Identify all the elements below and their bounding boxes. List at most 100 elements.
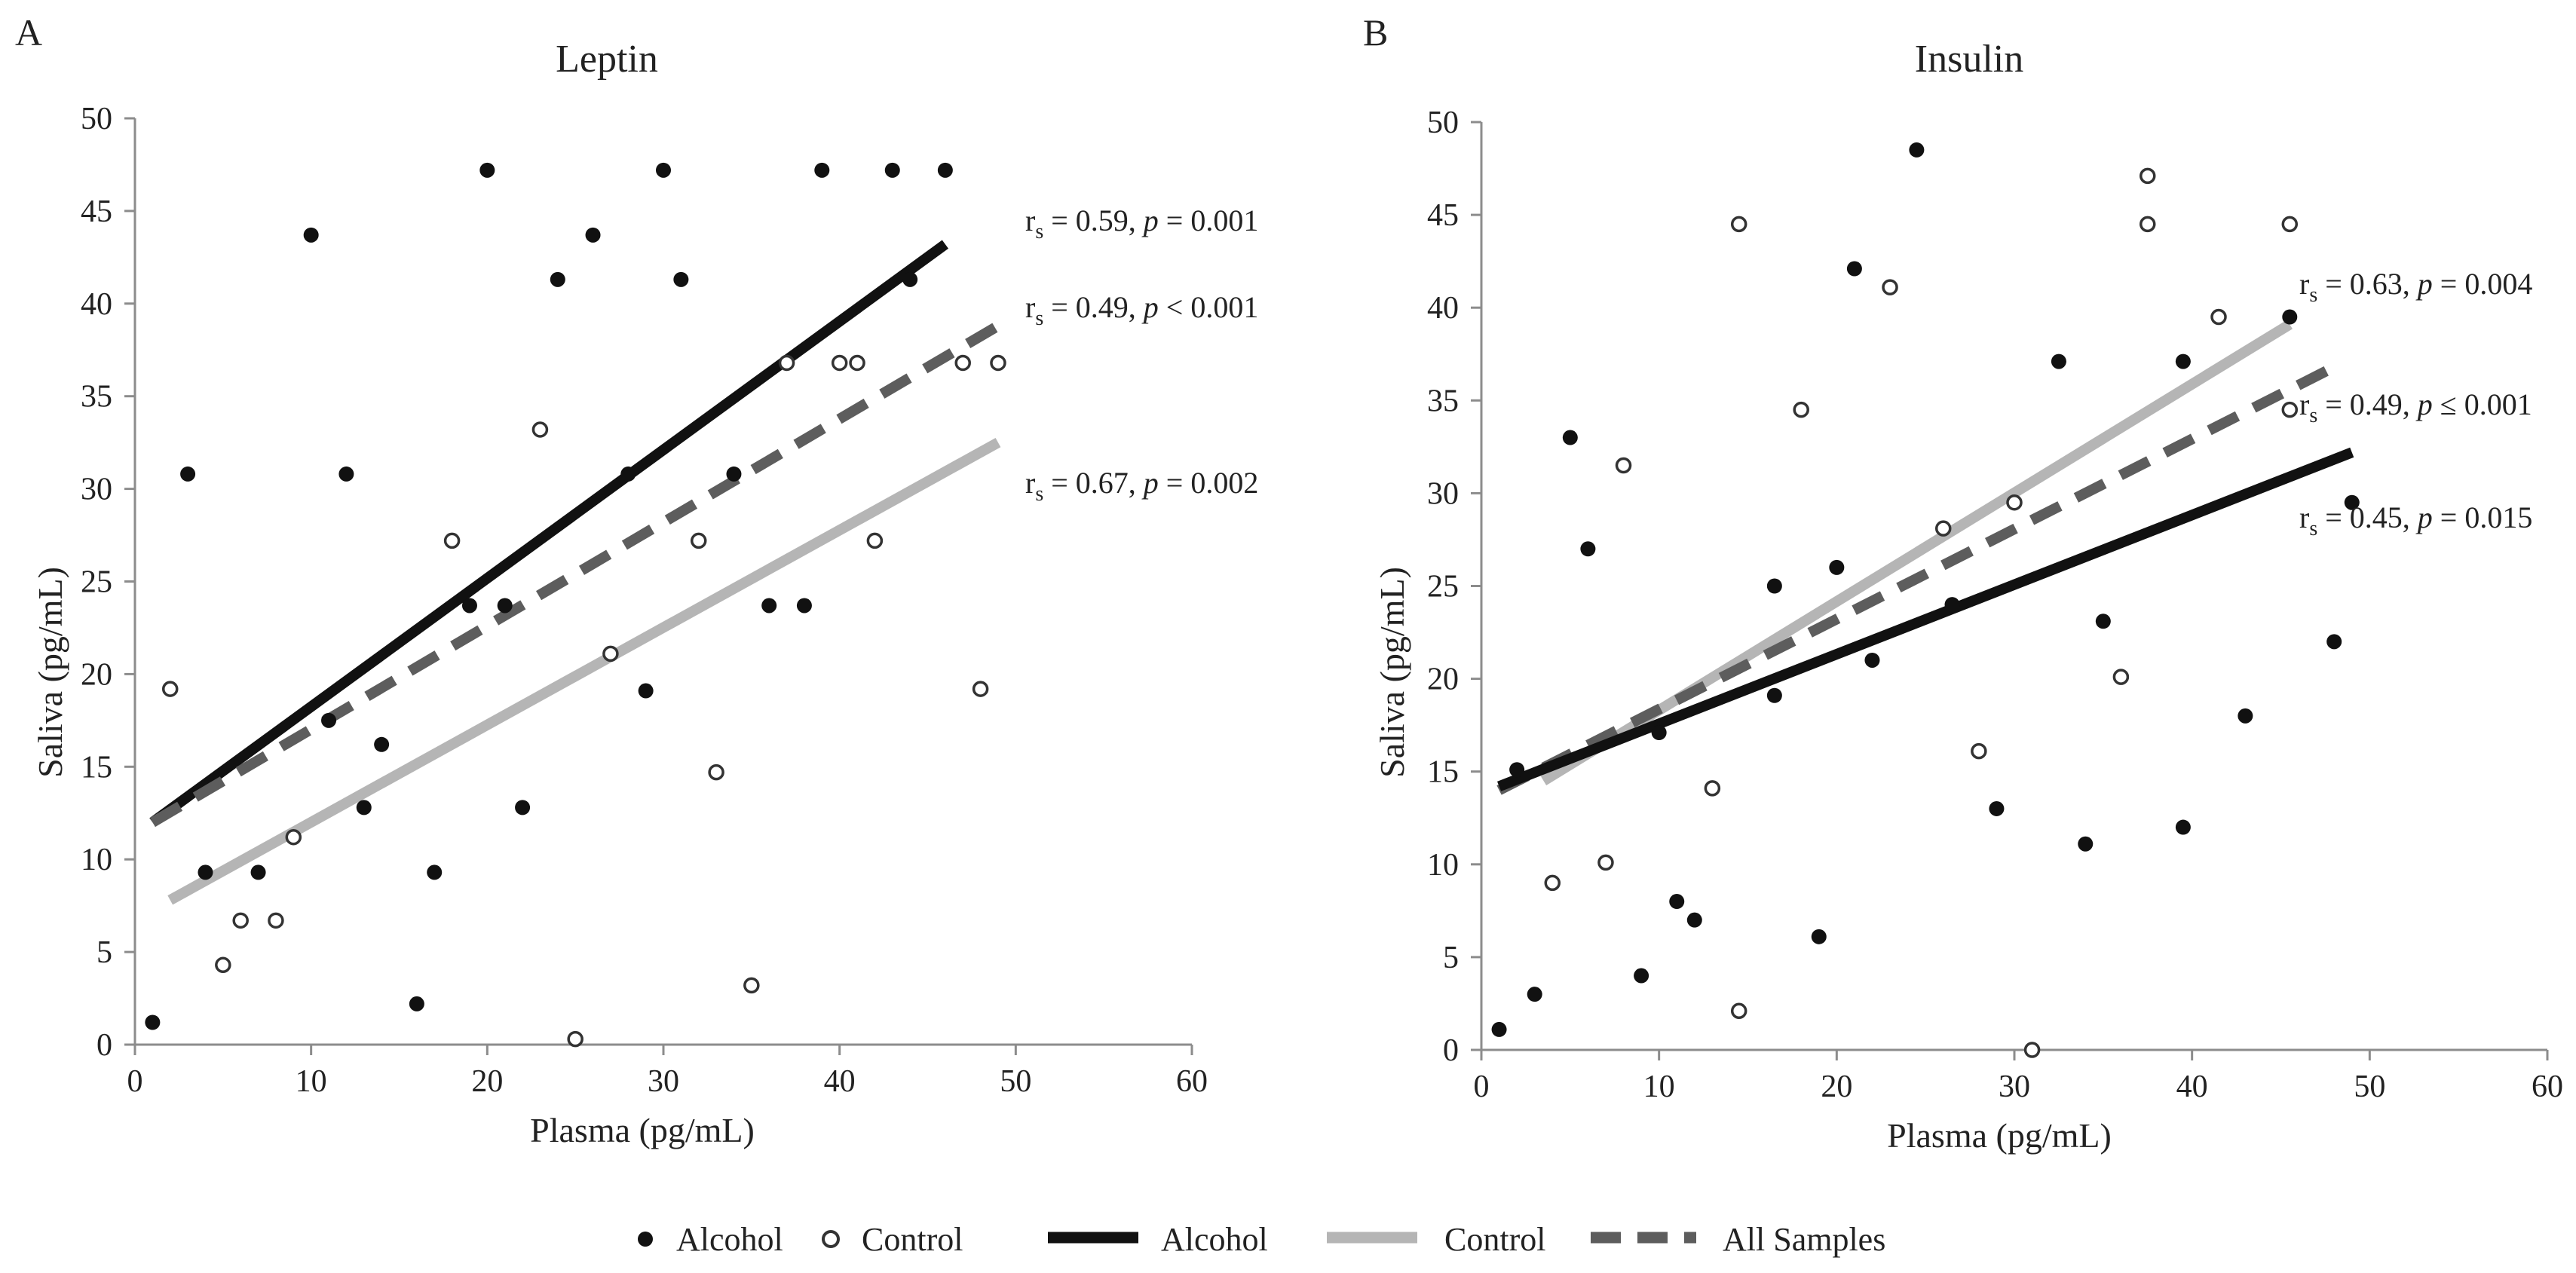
panel-a-x-tick-label: 50 [1000,1064,1031,1099]
stat-text-part: s [1035,220,1043,243]
stat-text-part: p [1141,203,1159,237]
panel-b-x-tick-label: 40 [2176,1070,2208,1104]
panel-b-y-tick-label: 30 [1427,476,1459,511]
panel-a-point-control [708,763,724,781]
panel-a-point-control [285,828,302,846]
stat-text-part: = 0.49, [2317,387,2418,421]
panel-a-point-control [215,956,231,974]
panel-b-stat-control: rs = 0.63, p = 0.004 [2299,267,2532,307]
panel-b-point-control [1597,854,1614,871]
panel-a-point-control [831,354,848,372]
stat-text-part: s [1035,482,1043,506]
panel-a-point-alcohol [321,712,337,728]
legend-alcohol-point-marker [638,1232,653,1247]
panel-a-point-alcohol [638,683,654,699]
panel-a-point-alcohol [250,864,266,880]
legend-alcohol-points-label: Alcohol [676,1221,783,1258]
panel-a-stat-alcohol: rs = 0.59, p = 0.001 [1025,203,1258,243]
panel-b-point-control [1934,520,1952,537]
panel-a-point-alcohol [937,162,953,178]
panel-a-x-tick-label: 40 [824,1064,856,1099]
panel-a-point-alcohol [656,162,671,178]
panel-b-point-control [2281,216,2299,233]
panel-b-title: Insulin [1915,38,2023,81]
panel-b-point-control [2140,167,2156,185]
stat-text-part: p [2415,267,2433,301]
panel-a-point-control [602,645,619,663]
panel-b-point-alcohol [1811,929,1827,944]
panel-b: B Insulin Plasma (pg/mL) Saliva (pg/mL) … [1363,11,2563,1155]
panel-a-stat-control: rs = 0.67, p = 0.002 [1025,466,1258,506]
stat-text-part: s [2309,283,2317,307]
stat-text-part: p [2415,500,2433,534]
panel-b-point-alcohol [1766,578,1782,594]
panel-a-point-alcohol [515,800,531,816]
panel-b-point-alcohol [2095,614,2111,629]
panel-b-x-axis-label: Plasma (pg/mL) [1887,1116,2112,1155]
panel-a: A Leptin Plasma (pg/mL) Saliva (pg/mL) 0… [15,11,1258,1149]
panel-b-point-alcohol [1562,430,1578,445]
stat-text-part: r [2299,387,2309,421]
panel-a-point-alcohol [814,162,830,178]
panel-a-axes [133,118,1192,1046]
panel-a-x-tick-label: 0 [127,1064,143,1099]
panel-a-point-alcohol [761,598,777,614]
panel-b-point-alcohol [1580,541,1596,557]
panel-a-point-alcohol [620,466,636,482]
stat-text-part: = 0.49, [1043,290,1144,324]
panel-b-y-tick-label: 35 [1427,384,1459,418]
panel-a-y-tick-label: 0 [96,1028,112,1063]
panel-b-point-control [2210,308,2227,326]
panel-a-point-alcohol [902,271,918,287]
stat-text-part: r [2299,500,2309,534]
panel-a-point-control [690,532,707,549]
panel-a-point-control [778,354,795,372]
panel-b-y-tick-label: 50 [1427,106,1459,140]
legend: Alcohol Control Alcohol Control All Samp… [638,1221,1885,1258]
panel-a-point-control [743,977,760,994]
panel-b-x-tick-label: 60 [2532,1070,2563,1104]
panel-a-trendline-all-samples [149,321,1001,828]
panel-b-y-tick-label: 15 [1427,755,1459,790]
panel-a-point-control [443,532,461,549]
stat-text-part: = 0.001 [1159,203,1259,237]
panel-b-point-alcohol [1864,652,1880,668]
panel-a-point-alcohol [479,162,495,178]
stat-text-part: s [2309,404,2317,427]
panel-a-point-alcohol [884,162,900,178]
panel-b-point-alcohol [2175,819,2191,835]
panel-b-point-control [2112,669,2130,685]
panel-a-y-tick-label: 35 [81,380,112,415]
panel-b-point-alcohol [1766,687,1782,703]
panel-a-point-control [161,681,179,697]
panel-a-y-axis-label: Saliva (pg/mL) [31,567,69,778]
panel-b-point-alcohol [1491,1021,1507,1037]
panel-b-point-alcohol [1634,968,1649,984]
panel-b-trendlines [1496,320,2354,795]
panel-a-point-alcohol [145,1014,161,1030]
panel-b-trendline-alcohol [1497,447,2354,791]
panel-b-points [1491,142,2360,1058]
panel-a-point-control [232,912,249,929]
panel-b-point-alcohol [1909,142,1925,158]
panel-b-y-tick-label: 45 [1427,198,1459,233]
panel-a-point-alcohol [461,598,477,614]
panel-b-point-alcohol [1509,762,1525,778]
stat-text-part: = 0.015 [2433,500,2533,534]
panel-a-point-alcohol [180,466,196,482]
panel-a-y-tick-label: 40 [81,287,112,322]
panel-a-trendline-control [167,438,1001,905]
panel-a-y-tick-label: 50 [81,102,112,136]
panel-a-point-alcohol [796,598,812,614]
stat-text-part: ≤ 0.001 [2433,387,2532,421]
panel-b-y-tick-label: 25 [1427,570,1459,604]
panel-a-y-tick-label: 10 [81,843,112,877]
stat-text-part: = 0.004 [2433,267,2533,301]
panel-a-points [145,162,1006,1048]
panel-a-point-alcohol [198,864,213,880]
legend-control-point-marker [822,1230,840,1248]
panel-a-letter: A [15,11,42,54]
panel-b-point-alcohol [1669,894,1685,910]
panel-a-point-control [567,1030,584,1048]
